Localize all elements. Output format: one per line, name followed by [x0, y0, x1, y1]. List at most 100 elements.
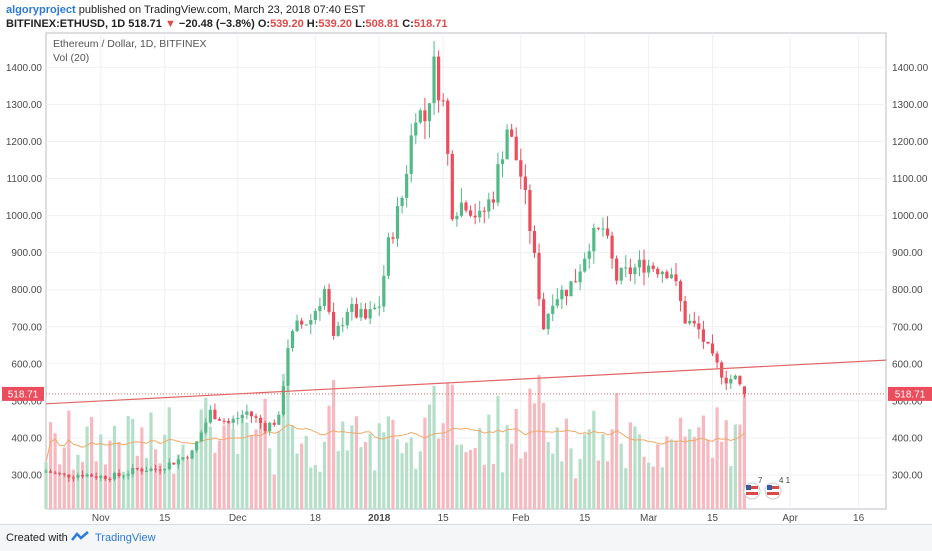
volume-bar — [742, 393, 747, 509]
volume-bar — [729, 466, 733, 509]
candle — [281, 380, 285, 417]
candle — [112, 471, 117, 482]
candle-body — [281, 386, 285, 415]
volume-bar — [286, 387, 290, 509]
y-tick-label-right: 1100.00 — [892, 174, 928, 185]
y-tick-label-right: 300.00 — [892, 470, 923, 481]
candle-body — [418, 110, 422, 123]
candle-body — [304, 324, 308, 326]
candle-body — [697, 323, 701, 330]
candle-body — [208, 409, 212, 423]
candle-body — [153, 468, 158, 470]
volume-bar — [309, 467, 313, 509]
candle-body — [628, 267, 632, 275]
candle — [108, 477, 112, 483]
candle — [427, 103, 432, 138]
chart-header: algoryproject published on TradingView.c… — [6, 3, 926, 31]
candle — [514, 127, 518, 161]
volume-bar — [350, 425, 354, 509]
candle-body — [190, 450, 194, 459]
last-price-tag-right — [888, 386, 932, 401]
candle — [414, 113, 418, 145]
volume-bar — [624, 468, 628, 509]
candle — [368, 301, 372, 325]
volume-bar — [464, 452, 468, 509]
candle — [656, 266, 660, 278]
volume-bar — [551, 453, 555, 509]
volume-bar — [733, 424, 737, 509]
candle-body — [578, 271, 582, 283]
chart-svg[interactable]: 300.00 300.00 400.00 400.00 500.00 500.00 600.… — [0, 0, 932, 524]
flag-stripe — [746, 486, 758, 489]
volume-bar — [450, 384, 454, 509]
candle — [386, 232, 390, 280]
candle-body — [263, 423, 267, 432]
candle-body — [660, 271, 664, 275]
candle-body — [231, 418, 235, 423]
candle — [62, 472, 66, 478]
last-price-tag-left — [2, 386, 44, 401]
candle — [560, 285, 564, 310]
volume-bar — [455, 444, 459, 509]
candle-body — [519, 160, 523, 177]
candle — [409, 123, 413, 183]
candle-body — [464, 202, 468, 211]
volume-bar — [313, 464, 317, 509]
candle — [258, 414, 263, 429]
volume-bar — [386, 416, 390, 509]
close-label: C: — [402, 18, 414, 30]
candle-body — [528, 190, 532, 231]
high-value: 539.20 — [318, 18, 353, 30]
volume-bar — [167, 407, 171, 509]
candle — [176, 455, 180, 469]
footer-bar: Created with TradingView — [0, 524, 932, 551]
candle-body — [354, 304, 359, 318]
candle-body — [482, 210, 486, 212]
candle-body — [117, 472, 121, 477]
candle-body — [126, 474, 130, 476]
candle — [601, 217, 605, 237]
volume-bar — [48, 422, 53, 509]
volume-bar — [468, 449, 473, 509]
volume-bar — [437, 438, 441, 509]
volume-bar — [678, 417, 683, 509]
candle-body — [414, 122, 418, 136]
volume-bar — [80, 461, 85, 509]
candle — [564, 289, 569, 306]
candle — [733, 374, 737, 381]
volume-bar — [268, 448, 272, 509]
candle-body — [158, 469, 162, 471]
candle — [185, 455, 190, 460]
close-value: 518.71 — [413, 18, 448, 30]
volume-bar — [135, 455, 139, 509]
candle — [213, 403, 217, 420]
candle-body — [592, 227, 596, 252]
x-tick-label: 18 — [310, 513, 322, 524]
candle — [720, 360, 724, 385]
candle — [605, 216, 610, 239]
volume-bar — [409, 437, 413, 509]
candle — [149, 466, 153, 472]
candle — [345, 308, 349, 329]
candle-body — [569, 281, 573, 297]
candle-body — [309, 320, 313, 325]
candle-body — [468, 210, 473, 216]
volume-bar — [500, 472, 505, 509]
tradingview-brand-link[interactable]: TradingView — [95, 532, 156, 544]
volume-bar — [204, 397, 208, 509]
candle-body — [199, 432, 203, 442]
x-tick-label: Dec — [229, 513, 247, 524]
candle-body — [217, 419, 222, 421]
volume-bar — [263, 398, 267, 509]
candle-body — [350, 304, 354, 312]
volume-bar — [697, 427, 701, 509]
volume-bar — [578, 458, 582, 509]
author-link[interactable]: algoryproject — [6, 4, 76, 16]
candle — [395, 196, 400, 247]
candle-body — [135, 468, 139, 470]
volume-bar — [423, 417, 427, 509]
last-value: 518.71 — [128, 18, 162, 30]
candle — [615, 255, 619, 285]
candle — [391, 232, 395, 244]
candle — [48, 469, 53, 474]
